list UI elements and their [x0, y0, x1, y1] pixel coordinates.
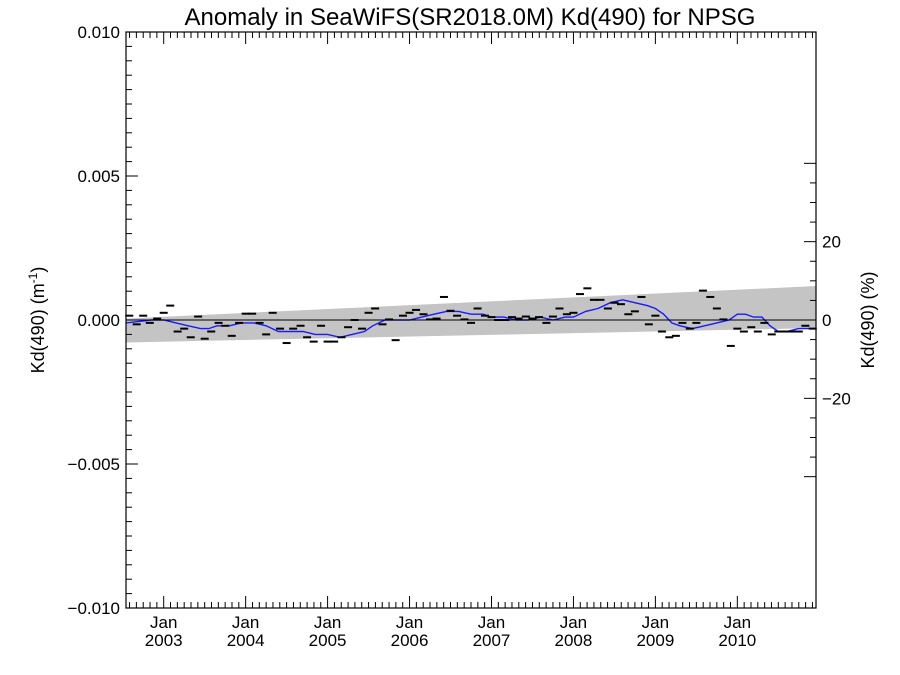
monthly-anomaly-layer — [125, 287, 817, 347]
y-tick-label-right: 20 — [822, 233, 841, 252]
y-axis-right-ticks: 20 0 −20 — [804, 162, 851, 478]
x-tick-label-month: Jan — [314, 613, 341, 632]
x-tick-label-month: Jan — [642, 613, 669, 632]
x-tick-label-year: 2006 — [391, 631, 429, 650]
x-tick-label-month: Jan — [232, 613, 259, 632]
y-tick-label-right: −20 — [822, 389, 851, 408]
y-tick-label-left: 0.005 — [77, 167, 120, 186]
x-tick-label-year: 2007 — [473, 631, 511, 650]
x-tick-label-year: 2003 — [145, 631, 183, 650]
y-tick-label-left: −0.010 — [68, 599, 120, 618]
y-tick-label-right: 0 — [822, 311, 831, 330]
y-axis-left-label: Kd(490) (m-1) — [26, 267, 48, 374]
x-tick-label-month: Jan — [724, 613, 751, 632]
chart-title: Anomaly in SeaWiFS(SR2018.0M) Kd(490) fo… — [185, 4, 756, 31]
y-tick-label-left: 0.000 — [77, 311, 120, 330]
x-tick-label-month: Jan — [478, 613, 505, 632]
y-tick-label-left: −0.005 — [68, 455, 120, 474]
x-tick-label-month: Jan — [560, 613, 587, 632]
x-tick-label-month: Jan — [150, 613, 177, 632]
x-axis-ticks: Jan2003Jan2004Jan2005Jan2006Jan2007Jan20… — [129, 32, 813, 650]
y-axis-right-label: Kd(490) (%) — [858, 271, 878, 368]
x-tick-label-month: Jan — [396, 613, 423, 632]
y-tick-label-left: 0.010 — [77, 23, 120, 42]
x-tick-label-year: 2004 — [227, 631, 265, 650]
y-axis-left-ticks: 0.010 0.005 0.000 −0.005 −0.010 — [68, 23, 138, 618]
x-tick-label-year: 2008 — [555, 631, 593, 650]
x-tick-label-year: 2010 — [718, 631, 756, 650]
x-tick-label-year: 2009 — [636, 631, 674, 650]
x-tick-label-year: 2005 — [309, 631, 347, 650]
